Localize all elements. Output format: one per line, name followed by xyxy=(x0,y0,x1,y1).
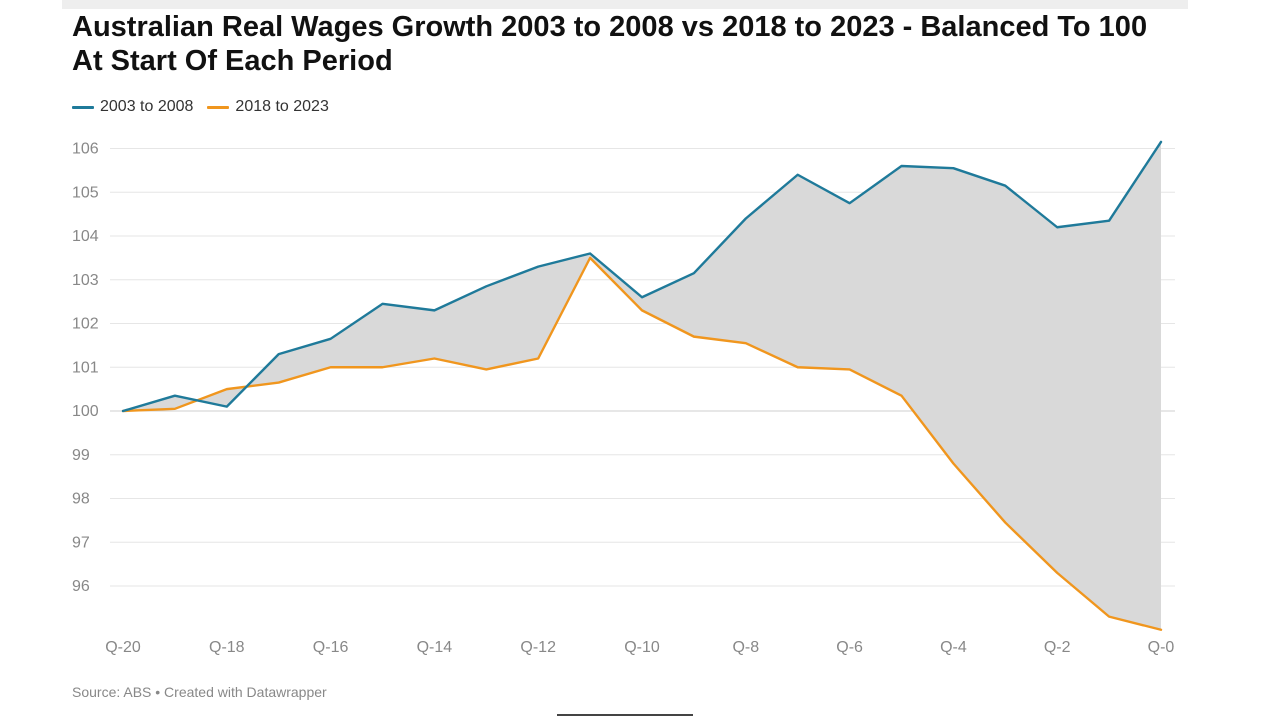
x-tick-label: Q-2 xyxy=(1044,639,1071,656)
x-axis-ticks: Q-20 Q-18 Q-16 Q-14 Q-12 Q-10 Q-8 Q-6 Q-4 Q-2 Q-0 xyxy=(105,639,1174,656)
y-tick-label: 96 xyxy=(72,578,90,595)
x-tick-label: Q-16 xyxy=(313,639,349,656)
y-tick-label: 105 xyxy=(72,184,99,201)
x-tick-label: Q-10 xyxy=(624,639,660,656)
y-tick-label: 102 xyxy=(72,316,99,333)
y-tick-label: 104 xyxy=(72,228,99,245)
bottom-divider xyxy=(557,714,693,716)
y-tick-label: 99 xyxy=(72,447,90,464)
chart-title: Australian Real Wages Growth 2003 to 200… xyxy=(72,11,1148,77)
x-tick-label: Q-14 xyxy=(417,639,453,656)
legend-item-2018-2023: 2018 to 2023 xyxy=(207,98,329,116)
x-tick-label: Q-0 xyxy=(1148,639,1175,656)
x-tick-label: Q-6 xyxy=(836,639,863,656)
legend-swatch-2003-2008 xyxy=(72,105,94,109)
y-tick-label: 103 xyxy=(72,272,99,289)
source-note: Source: ABS • Created with Datawrapper xyxy=(72,684,327,700)
y-tick-label: 106 xyxy=(72,141,99,158)
gap-fill xyxy=(123,141,1161,630)
legend-label-2018-2023: 2018 to 2023 xyxy=(235,98,329,115)
legend-item-2003-2008: 2003 to 2008 xyxy=(72,98,193,116)
y-tick-label: 101 xyxy=(72,359,99,376)
y-tick-label: 100 xyxy=(72,403,99,420)
top-bar xyxy=(62,0,1188,9)
legend-label-2003-2008: 2003 to 2008 xyxy=(100,98,194,115)
y-tick-label: 97 xyxy=(72,534,90,551)
x-tick-label: Q-20 xyxy=(105,639,141,656)
series-lines xyxy=(121,140,1163,631)
x-tick-label: Q-8 xyxy=(732,639,759,656)
y-tick-label: 98 xyxy=(72,491,90,508)
series-line-2003-to-2008 xyxy=(121,140,1163,413)
x-tick-label: Q-18 xyxy=(209,639,245,656)
y-axis-ticks: 96 97 98 99 100 101 102 103 104 105 106 xyxy=(72,141,99,596)
series-line-2018-to-2023 xyxy=(121,256,1163,631)
x-tick-label: Q-4 xyxy=(940,639,967,656)
gap-area xyxy=(123,141,1161,630)
x-tick-label: Q-12 xyxy=(520,639,556,656)
legend-swatch-2018-2023 xyxy=(207,105,230,109)
legend: 2003 to 2008 2018 to 2023 xyxy=(72,98,329,116)
